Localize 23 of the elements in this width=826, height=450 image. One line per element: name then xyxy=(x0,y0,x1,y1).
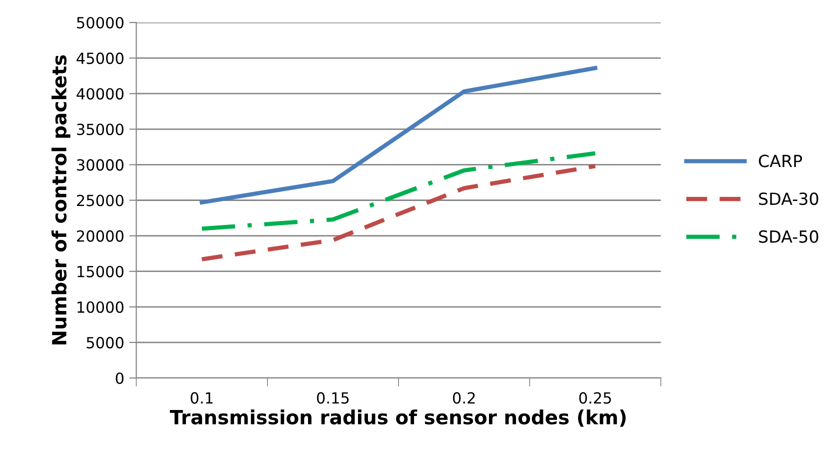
y-tick-label: 30000 xyxy=(77,159,124,171)
x-axis-title: Transmission radius of sensor nodes (km) xyxy=(170,409,626,427)
y-tick-label: 10000 xyxy=(78,301,124,313)
y-tick-label: 15000 xyxy=(78,266,124,278)
y-tick-label: 50000 xyxy=(77,16,124,29)
line-series xyxy=(200,151,598,231)
line-series xyxy=(200,66,598,204)
y-tick-label: 25000 xyxy=(77,194,124,206)
legend-label: SDA-50 xyxy=(759,230,818,243)
y-tick-label: 5000 xyxy=(86,336,124,348)
legend-label: CARP xyxy=(758,154,802,168)
y-tick-label: 20000 xyxy=(77,230,124,242)
y-tick-label: 0 xyxy=(116,372,124,384)
x-tick-label: 0.15 xyxy=(316,392,349,404)
y-tick-label: 35000 xyxy=(77,124,124,136)
y-tick-label: 40000 xyxy=(76,88,124,100)
x-tick-label: 0.2 xyxy=(452,392,475,404)
line-series xyxy=(200,164,598,262)
y-axis-title: Number of control packets xyxy=(52,55,70,344)
legend-label: SDA-30 xyxy=(759,192,818,206)
x-tick-label: 0.1 xyxy=(190,392,213,404)
y-tick-label: 45000 xyxy=(76,52,124,64)
x-tick-label: 0.25 xyxy=(579,392,611,404)
